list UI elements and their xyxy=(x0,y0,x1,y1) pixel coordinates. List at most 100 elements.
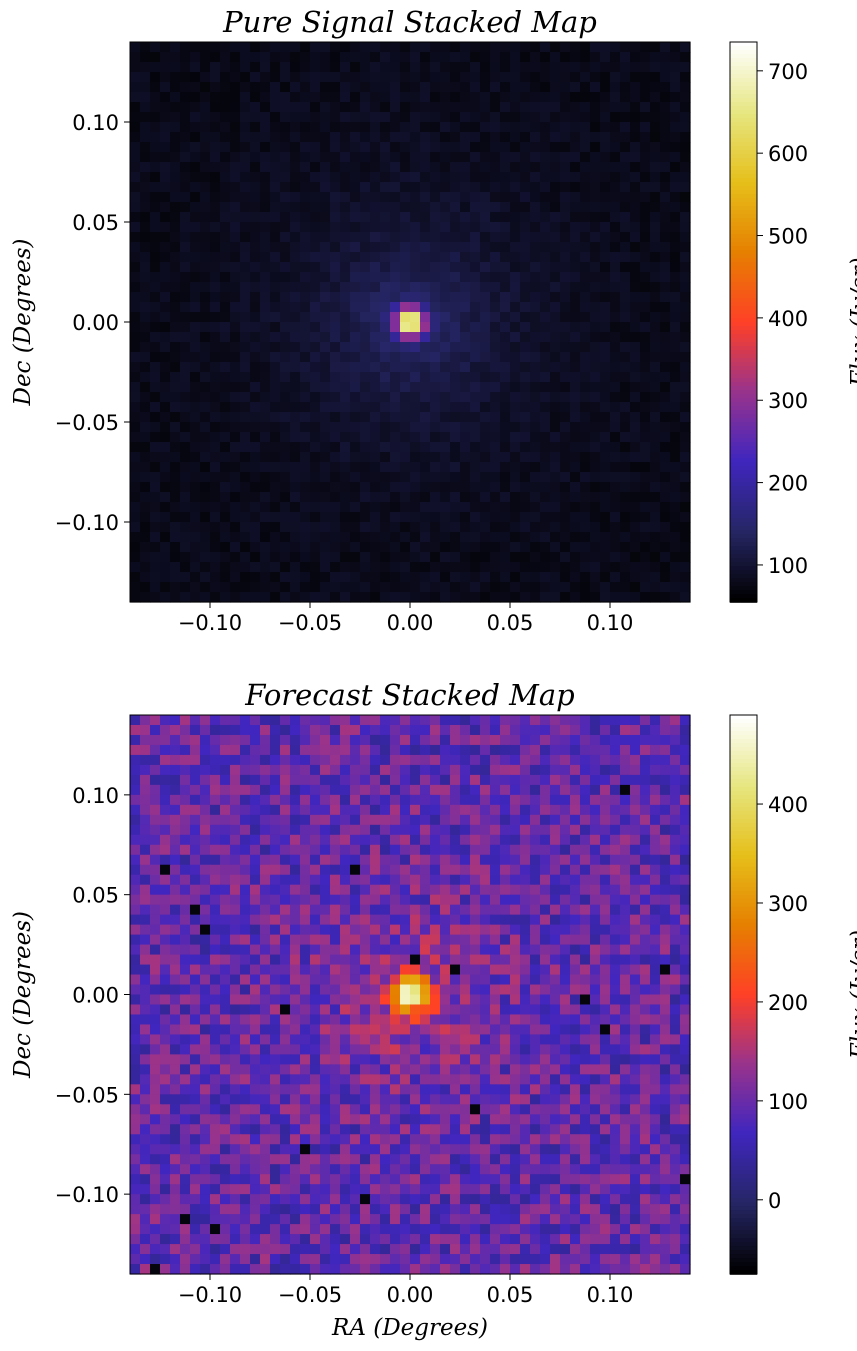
heatmap-cell xyxy=(490,142,501,153)
heatmap-cell xyxy=(190,462,201,473)
heatmap-cell xyxy=(440,452,451,463)
heatmap-cell xyxy=(450,864,461,876)
heatmap-cell xyxy=(570,854,581,866)
heatmap-cell xyxy=(360,522,371,533)
heatmap-cell xyxy=(130,442,141,453)
heatmap-cell xyxy=(490,192,501,203)
heatmap-cell xyxy=(670,884,681,896)
heatmap-cell xyxy=(180,974,191,986)
heatmap-cell xyxy=(140,452,151,463)
heatmap-cell xyxy=(530,844,541,856)
heatmap-cell xyxy=(160,222,171,233)
heatmap-cell xyxy=(140,954,151,966)
heatmap-cell xyxy=(630,192,641,203)
heatmap-cell xyxy=(220,242,231,253)
heatmap-cell xyxy=(560,914,571,926)
colorbar-segment xyxy=(730,294,757,299)
heatmap-cell xyxy=(640,964,651,976)
heatmap-cell xyxy=(410,342,421,353)
heatmap-cell xyxy=(320,182,331,193)
heatmap-cell xyxy=(310,172,321,183)
colorbar-segment xyxy=(730,130,757,135)
heatmap-cell xyxy=(360,472,371,483)
heatmap-cell xyxy=(280,262,291,273)
heatmap-cell xyxy=(450,352,461,363)
heatmap-cell xyxy=(250,715,261,726)
heatmap-cell xyxy=(550,152,561,163)
heatmap-cell xyxy=(540,834,551,846)
heatmap-cell xyxy=(260,382,271,393)
heatmap-cell xyxy=(270,442,281,453)
heatmap-cell xyxy=(130,804,141,816)
heatmap-cell xyxy=(250,582,261,593)
heatmap-cell xyxy=(680,864,691,876)
heatmap-cell xyxy=(400,854,411,866)
heatmap-cell xyxy=(380,954,391,966)
heatmap-cell xyxy=(190,282,201,293)
heatmap-cell xyxy=(320,754,331,766)
heatmap-cell xyxy=(380,934,391,946)
heatmap-cell xyxy=(600,844,611,856)
heatmap-cell xyxy=(510,964,521,976)
heatmap-cell xyxy=(660,864,671,876)
heatmap-cell xyxy=(180,492,191,503)
heatmap-cell xyxy=(150,784,161,796)
heatmap-cell xyxy=(550,182,561,193)
heatmap-cell xyxy=(320,332,331,343)
heatmap-cell xyxy=(600,282,611,293)
heatmap-cell xyxy=(460,834,471,846)
heatmap-cell xyxy=(170,452,181,463)
colorbar-segment xyxy=(730,226,757,231)
heatmap-cell xyxy=(170,814,181,826)
heatmap-cell xyxy=(140,102,151,113)
heatmap-cell xyxy=(500,442,511,453)
heatmap-cell xyxy=(200,272,211,283)
heatmap-cell xyxy=(380,492,391,503)
colorbar-segment xyxy=(730,454,757,459)
heatmap-cell xyxy=(460,402,471,413)
colorbar-segment xyxy=(730,114,757,119)
heatmap-cell xyxy=(340,372,351,383)
heatmap-cell xyxy=(290,754,301,766)
heatmap-cell xyxy=(290,784,301,796)
heatmap-cell xyxy=(460,944,471,956)
heatmap-cell xyxy=(600,934,611,946)
heatmap-cell xyxy=(680,874,691,886)
heatmap-cell xyxy=(260,392,271,403)
heatmap-cell xyxy=(380,592,391,603)
heatmap-cell xyxy=(430,392,441,403)
heatmap-cell xyxy=(440,764,451,776)
heatmap-cell xyxy=(670,212,681,223)
heatmap-cell xyxy=(270,182,281,193)
heatmap-cell xyxy=(280,814,291,826)
heatmap-cell xyxy=(160,422,171,433)
heatmap-cell xyxy=(310,744,321,756)
heatmap-cell xyxy=(400,362,411,373)
heatmap-cell xyxy=(390,92,401,103)
colorbar-segment xyxy=(730,74,757,79)
heatmap-cell xyxy=(250,402,261,413)
heatmap-cell xyxy=(440,112,451,123)
heatmap-cell xyxy=(450,532,461,543)
heatmap-cell xyxy=(390,212,401,223)
heatmap-cell xyxy=(580,342,591,353)
heatmap-cell xyxy=(370,814,381,826)
heatmap-cell xyxy=(290,764,301,776)
heatmap-cell xyxy=(530,572,541,583)
heatmap-cell xyxy=(300,904,311,916)
heatmap-cell xyxy=(300,352,311,363)
heatmap-cell xyxy=(580,1004,591,1016)
heatmap-cell xyxy=(170,152,181,163)
heatmap-cell xyxy=(130,914,141,926)
heatmap-cell xyxy=(620,914,631,926)
heatmap-cell xyxy=(310,964,321,976)
heatmap-cell xyxy=(220,715,231,726)
heatmap-cell xyxy=(400,572,411,583)
heatmap-cell xyxy=(520,232,531,243)
heatmap-cell xyxy=(130,132,141,143)
heatmap-cell xyxy=(650,222,661,233)
heatmap-cell xyxy=(190,392,201,403)
heatmap-cell xyxy=(500,242,511,253)
heatmap-cell xyxy=(630,954,641,966)
heatmap-cell xyxy=(130,92,141,103)
